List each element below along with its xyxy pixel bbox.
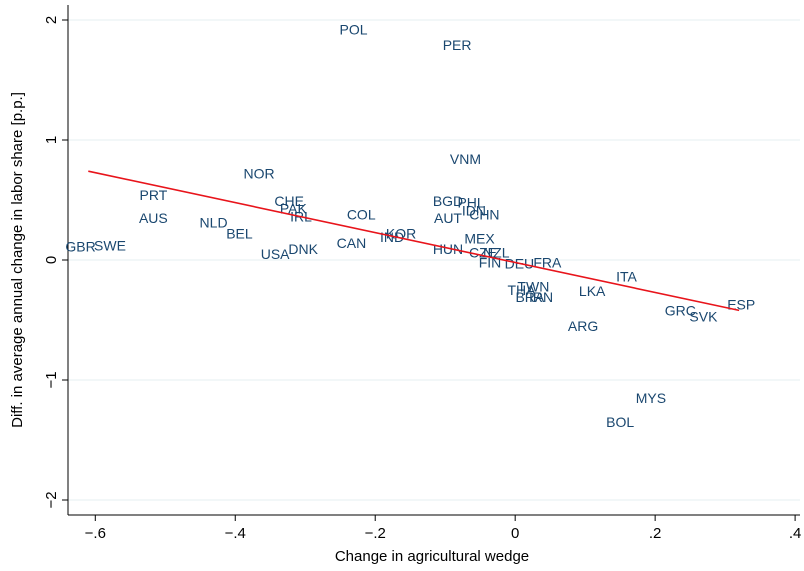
point-label: ESP <box>727 296 755 312</box>
x-tick-label: −.6 <box>85 525 106 542</box>
point-label: AUT <box>434 210 462 226</box>
point-label: ITA <box>616 269 637 285</box>
point-label: PRT <box>140 187 168 203</box>
point-label: POL <box>340 22 368 38</box>
point-label: THA <box>507 282 536 298</box>
y-tick-label: 1 <box>43 136 60 144</box>
point-label: AUS <box>139 210 168 226</box>
point-label: DNK <box>288 241 318 257</box>
x-tick-label: −.2 <box>365 525 386 542</box>
point-label: CHN <box>469 206 499 222</box>
point-label: VNM <box>450 151 481 167</box>
point-label: NLD <box>200 215 228 231</box>
point-label: BRA <box>515 289 544 305</box>
point-label: LKA <box>579 283 606 299</box>
point-label: BOL <box>606 414 634 430</box>
x-axis-title: Change in agricultural wedge <box>335 548 529 565</box>
point-label: HUN <box>433 241 463 257</box>
point-label: MEX <box>464 230 495 246</box>
point-label: GBR <box>65 239 95 255</box>
point-label: FRA <box>533 254 562 270</box>
point-label: PER <box>443 37 472 53</box>
point-label: CAN <box>337 235 367 251</box>
point-label: COL <box>347 206 376 222</box>
point-label: IRN <box>529 289 553 305</box>
point-label: CHE <box>274 193 304 209</box>
point-label: BGD <box>433 193 463 209</box>
point-label: USA <box>261 246 290 262</box>
point-label: ARG <box>568 318 598 334</box>
y-tick-label: −1 <box>43 371 60 388</box>
point-label: KOR <box>386 226 416 242</box>
y-axis-title: Diff. in average annual change in labor … <box>9 92 26 428</box>
y-tick-label: 2 <box>43 16 60 24</box>
x-tick-label: .4 <box>789 525 802 542</box>
point-label: BEL <box>226 226 253 242</box>
point-label: SVK <box>689 308 718 324</box>
point-label: IND <box>380 229 404 245</box>
point-label: GRC <box>665 302 696 318</box>
point-label: SWE <box>94 238 126 254</box>
point-label: TWN <box>517 278 549 294</box>
point-label: NOR <box>243 166 274 182</box>
point-label: IDN <box>462 203 486 219</box>
y-tick-label: 0 <box>43 256 60 264</box>
x-tick-label: .2 <box>649 525 662 542</box>
y-tick-label: −2 <box>43 491 60 508</box>
point-label: PHL <box>457 194 484 210</box>
point-label: PAK <box>280 200 308 216</box>
fit-line <box>88 170 740 312</box>
x-tick-label: 0 <box>511 525 519 542</box>
point-label: MYS <box>636 390 666 406</box>
x-tick-label: −.4 <box>225 525 246 542</box>
